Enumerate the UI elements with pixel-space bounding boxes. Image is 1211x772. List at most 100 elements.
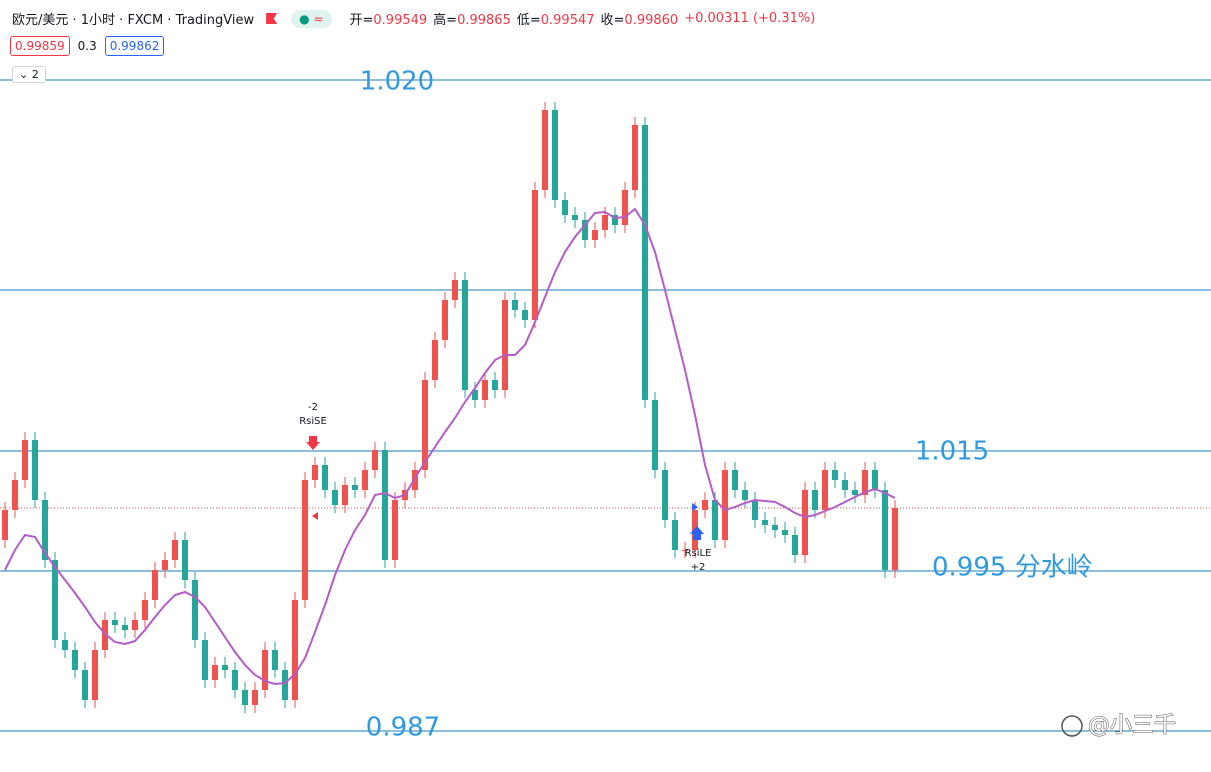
watermark: @小三千 bbox=[1088, 713, 1176, 738]
candle-body bbox=[602, 215, 608, 230]
sell-marker bbox=[312, 512, 318, 520]
candle-body bbox=[2, 510, 8, 540]
candle-body bbox=[212, 665, 218, 680]
candle-body bbox=[822, 470, 828, 510]
spread: 0.3 bbox=[77, 39, 97, 53]
candle-body bbox=[812, 490, 818, 510]
header: 欧元/美元 · 1小时 · FXCM · TradingView ● ≈ 开=0… bbox=[12, 9, 815, 28]
candle-body bbox=[582, 220, 588, 240]
candle-body bbox=[182, 540, 188, 580]
buy-arrow bbox=[690, 526, 704, 540]
candle-body bbox=[222, 665, 228, 670]
candle-body bbox=[472, 390, 478, 400]
candle-body bbox=[842, 480, 848, 490]
indicator-toggle[interactable]: ⌄ 2 bbox=[12, 66, 46, 83]
candle-body bbox=[532, 190, 538, 320]
symbol-title: 欧元/美元 · 1小时 · FXCM · TradingView bbox=[12, 13, 255, 28]
candle-body bbox=[802, 490, 808, 555]
candle-body bbox=[592, 230, 598, 240]
candle-body bbox=[122, 625, 128, 630]
flag-icon[interactable] bbox=[266, 13, 278, 24]
candle-body bbox=[72, 650, 78, 670]
candle-body bbox=[732, 470, 738, 490]
ohlc-label: 低= bbox=[516, 13, 541, 28]
candle-body bbox=[252, 690, 258, 705]
ohlc-value: 0.99860 bbox=[624, 13, 679, 28]
candle-body bbox=[52, 560, 58, 640]
candle-body bbox=[782, 530, 788, 535]
candle-body bbox=[312, 465, 318, 480]
candle-body bbox=[202, 640, 208, 680]
candle-body bbox=[542, 110, 548, 190]
change: +0.00311 (+0.31%) bbox=[684, 11, 816, 26]
candle-body bbox=[882, 490, 888, 570]
signal-qty: +2 bbox=[691, 562, 706, 573]
candle-body bbox=[702, 500, 708, 510]
candle-body bbox=[342, 485, 348, 505]
signal-label: RsiSE bbox=[299, 416, 327, 427]
candle-body bbox=[382, 450, 388, 560]
candle-body bbox=[632, 125, 638, 190]
candle-body bbox=[612, 215, 618, 225]
watermark-icon bbox=[1061, 715, 1083, 737]
candle-body bbox=[622, 190, 628, 225]
ohlc-label: 收= bbox=[600, 13, 625, 28]
status-pill[interactable]: ● ≈ bbox=[291, 9, 332, 28]
candle-body bbox=[332, 490, 338, 505]
candle-body bbox=[32, 440, 38, 500]
sell-button[interactable]: 0.99859 bbox=[10, 36, 70, 56]
candle-body bbox=[142, 600, 148, 620]
candle-body bbox=[462, 280, 468, 390]
candle-body bbox=[712, 500, 718, 540]
candle-body bbox=[262, 650, 268, 690]
candle-body bbox=[282, 670, 288, 700]
candle-body bbox=[192, 580, 198, 640]
candle-body bbox=[172, 540, 178, 560]
ohlc-value: 0.99549 bbox=[373, 13, 428, 28]
candle-body bbox=[302, 480, 308, 600]
candle-body bbox=[62, 640, 68, 650]
candle-body bbox=[372, 450, 378, 470]
candle-body bbox=[642, 125, 648, 400]
candle-body bbox=[572, 215, 578, 220]
candle-body bbox=[682, 550, 688, 551]
annotation: 1.020 bbox=[360, 67, 434, 97]
signal-label: RsiLE bbox=[685, 548, 712, 559]
candle-body bbox=[82, 670, 88, 700]
indicator-count: 2 bbox=[31, 68, 39, 81]
candle-body bbox=[862, 470, 868, 495]
sell-arrow bbox=[306, 436, 320, 450]
candle-body bbox=[892, 508, 898, 570]
trade-row: 0.99859 0.3 0.99862 bbox=[10, 36, 165, 56]
candle-body bbox=[652, 400, 658, 470]
buy-marker bbox=[692, 503, 698, 511]
annotation: 0.987 bbox=[366, 713, 440, 743]
candle-body bbox=[152, 570, 158, 600]
candle-body bbox=[362, 470, 368, 490]
candle-body bbox=[872, 470, 878, 490]
candle-body bbox=[272, 650, 278, 670]
buy-button[interactable]: 0.99862 bbox=[104, 36, 165, 56]
candle-body bbox=[852, 490, 858, 495]
candle-body bbox=[242, 690, 248, 705]
candle-body bbox=[562, 200, 568, 215]
candle-body bbox=[162, 560, 168, 570]
ohlc-value: 0.99547 bbox=[540, 13, 595, 28]
annotation: 0.995 分水岭 bbox=[932, 553, 1093, 583]
candle-body bbox=[322, 465, 328, 490]
candle-body bbox=[672, 520, 678, 550]
candle-body bbox=[42, 500, 48, 560]
candle-body bbox=[832, 470, 838, 480]
moving-average bbox=[4, 207, 896, 686]
candle-body bbox=[722, 470, 728, 540]
candle-body bbox=[452, 280, 458, 300]
signal-qty: -2 bbox=[308, 402, 318, 413]
candle-body bbox=[552, 110, 558, 200]
ohlc-values: 开=0.99549 高=0.99865 低=0.99547 收=0.99860 bbox=[344, 9, 679, 28]
candle-body bbox=[132, 620, 138, 630]
candle-body bbox=[792, 535, 798, 555]
candle-body bbox=[492, 380, 498, 390]
candle-body bbox=[22, 440, 28, 480]
candle-body bbox=[752, 500, 758, 520]
